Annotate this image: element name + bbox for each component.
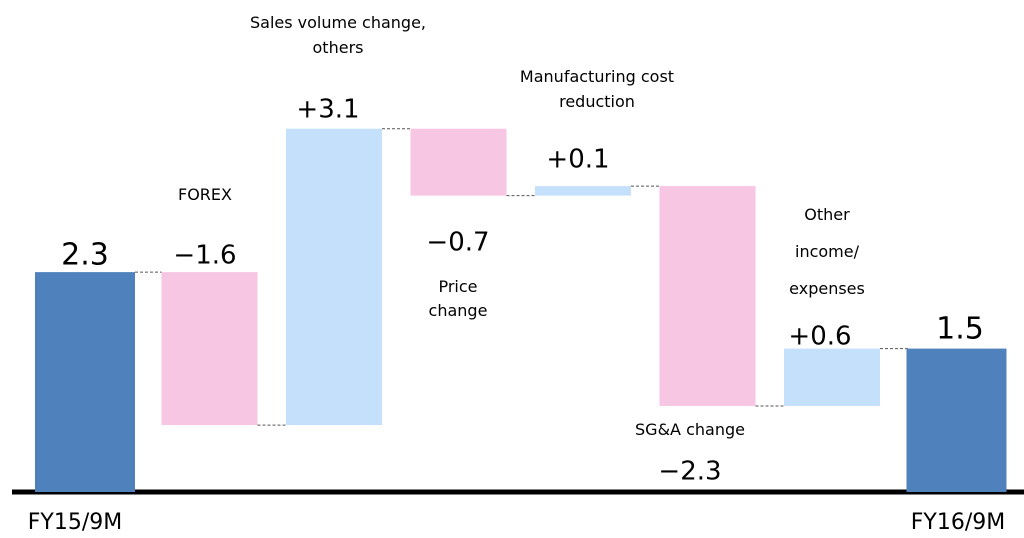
category-label: FOREX bbox=[178, 185, 232, 204]
total-bar bbox=[35, 272, 135, 492]
value-label: +0.6 bbox=[788, 322, 851, 352]
total-bar bbox=[906, 348, 1007, 492]
category-label: FY16/9M bbox=[910, 510, 1006, 535]
delta-bar bbox=[535, 186, 631, 196]
value-label: 2.3 bbox=[61, 238, 109, 273]
category-label: SG&A change bbox=[635, 420, 745, 439]
value-label: +0.1 bbox=[546, 145, 609, 175]
category-label: Sales volume change, others bbox=[250, 13, 426, 57]
category-label: FY15/9M bbox=[27, 510, 123, 535]
delta-bar bbox=[161, 272, 258, 426]
value-label: −0.7 bbox=[426, 228, 489, 258]
value-label: −1.6 bbox=[173, 241, 236, 271]
delta-bar bbox=[659, 186, 756, 406]
delta-bar bbox=[286, 128, 382, 426]
category-label: Other income/ expenses bbox=[789, 205, 865, 298]
delta-bar bbox=[784, 348, 880, 406]
category-label: Manufacturing cost reduction bbox=[519, 67, 675, 111]
value-label: +3.1 bbox=[296, 95, 359, 125]
delta-bar bbox=[410, 128, 507, 196]
value-label: 1.5 bbox=[936, 312, 984, 347]
category-label: Price change bbox=[428, 277, 488, 320]
value-label: −2.3 bbox=[658, 457, 721, 487]
